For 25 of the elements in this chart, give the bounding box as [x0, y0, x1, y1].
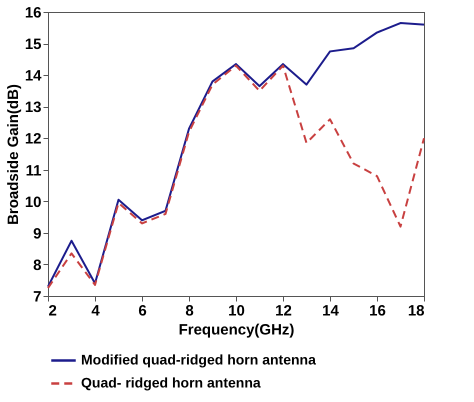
line-series	[47, 64, 425, 290]
y-tick-label: 14	[24, 68, 42, 85]
line-series	[47, 22, 425, 288]
y-tick-label: 10	[24, 194, 42, 211]
y-tick-label: 8	[33, 256, 42, 274]
y-tick-label: 9	[33, 225, 42, 242]
y-tick-label: 13	[24, 99, 42, 116]
legend-label: Quad- ridged horn antenna	[81, 374, 261, 390]
x-tick-label: 16	[369, 302, 386, 320]
y-axis-title: Broadside Gain(dB)	[4, 84, 22, 225]
legend-label: Modified quad-ridged horn antenna	[81, 352, 316, 368]
x-tick-label: 6	[138, 302, 147, 320]
x-axis-title: Frequency(GHz)	[178, 322, 294, 338]
y-tick-label: 11	[26, 162, 42, 180]
x-tick-label: 18	[408, 302, 424, 320]
y-tick-label: 16	[24, 4, 42, 22]
x-tick-label: 14	[322, 302, 340, 320]
x-tick-label: 4	[91, 302, 100, 320]
y-tick-label: 12	[24, 130, 42, 148]
y-tick-label: 15	[24, 36, 42, 54]
x-tick-label: 8	[185, 302, 194, 320]
x-tick-label: 2	[48, 302, 57, 320]
y-tick-label: 7	[33, 288, 42, 306]
x-tick-label: 10	[228, 302, 245, 320]
x-tick-label: 12	[275, 302, 292, 320]
